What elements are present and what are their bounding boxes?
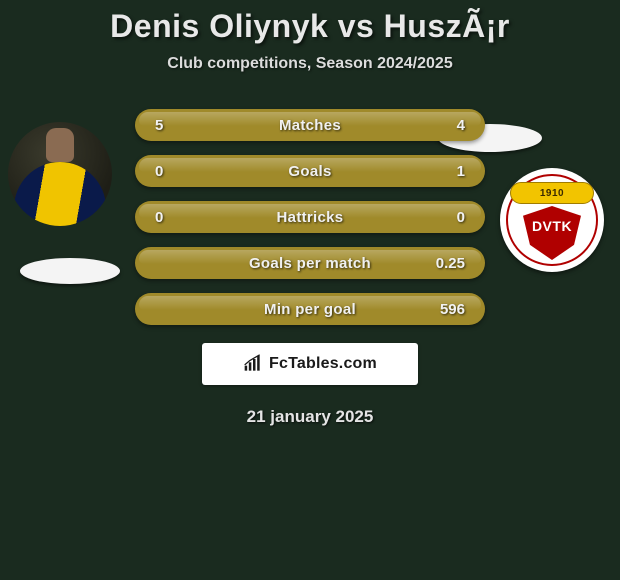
date-label: 21 january 2025 bbox=[0, 407, 620, 427]
stat-left-value: 5 bbox=[155, 117, 199, 134]
stat-right-value: 596 bbox=[421, 301, 465, 318]
bar-chart-icon bbox=[243, 354, 263, 374]
stat-right-value: 0.25 bbox=[421, 255, 465, 272]
stat-right-value: 4 bbox=[421, 117, 465, 134]
stat-label: Min per goal bbox=[264, 301, 356, 318]
stat-label: Goals bbox=[288, 163, 331, 180]
subtitle: Club competitions, Season 2024/2025 bbox=[0, 55, 620, 73]
comparison-card: Denis Oliynyk vs HuszÃ¡r Club competitio… bbox=[0, 0, 620, 427]
stat-row: Min per goal 596 bbox=[135, 293, 485, 325]
stat-label: Goals per match bbox=[249, 255, 371, 272]
stat-label: Hattricks bbox=[277, 209, 344, 226]
stat-left-value: 0 bbox=[155, 163, 199, 180]
stat-right-value: 0 bbox=[421, 209, 465, 226]
brand-box: FcTables.com bbox=[202, 343, 418, 385]
page-title: Denis Oliynyk vs HuszÃ¡r bbox=[0, 8, 620, 45]
stat-label: Matches bbox=[279, 117, 341, 134]
stat-right-value: 1 bbox=[421, 163, 465, 180]
stat-left-value: 0 bbox=[155, 209, 199, 226]
stat-row: Goals per match 0.25 bbox=[135, 247, 485, 279]
stats-block: 5 Matches 4 0 Goals 1 0 Hattricks 0 Goal… bbox=[0, 109, 620, 325]
brand-text: FcTables.com bbox=[269, 355, 377, 373]
stat-row: 5 Matches 4 bbox=[135, 109, 485, 141]
stat-row: 0 Hattricks 0 bbox=[135, 201, 485, 233]
stat-row: 0 Goals 1 bbox=[135, 155, 485, 187]
